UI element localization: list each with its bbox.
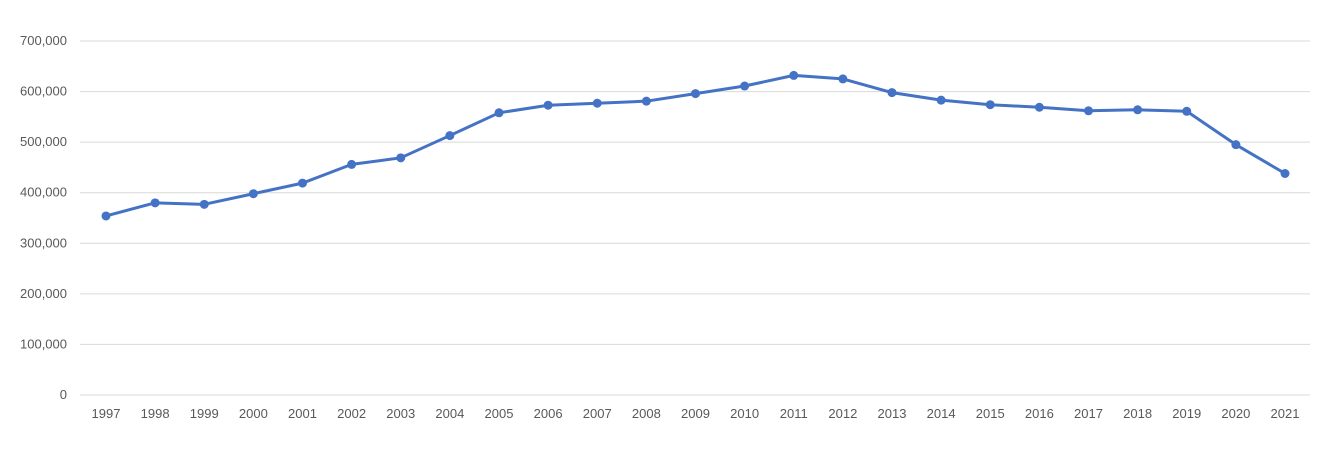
x-tick-label: 2000 [239, 406, 268, 421]
series-layer [101, 70, 1290, 221]
data-point [789, 70, 799, 80]
x-tick-label: 2014 [927, 406, 956, 421]
data-point [298, 178, 307, 188]
data-point [1084, 106, 1093, 116]
data-point [199, 199, 209, 209]
x-tick-label: 2015 [976, 406, 1005, 421]
data-point [396, 153, 406, 163]
data-point [248, 189, 258, 199]
data-point [543, 100, 553, 110]
data-point [1133, 105, 1143, 115]
x-tick-label: 2009 [681, 406, 710, 421]
y-tick-label: 400,000 [20, 185, 67, 200]
x-tick-label: 2008 [632, 406, 661, 421]
data-point [740, 81, 750, 91]
x-tick-label: 2020 [1221, 406, 1250, 421]
data-point [691, 89, 700, 99]
y-tick-label: 700,000 [20, 33, 67, 48]
x-tick-label: 2011 [780, 406, 808, 421]
y-axis-tick-labels: 0 100,000 200,000 300,000 400,000 500,000 600,… [20, 33, 67, 402]
y-tick-label: 100,000 [20, 336, 67, 351]
x-tick-label: 2017 [1074, 406, 1103, 421]
data-point [1034, 102, 1044, 112]
data-point [985, 100, 995, 110]
data-point [150, 198, 160, 208]
x-tick-label: 2021 [1271, 406, 1300, 421]
data-point [494, 108, 504, 118]
data-point [838, 74, 848, 84]
y-tick-label: 500,000 [20, 134, 67, 149]
data-point [641, 96, 651, 106]
x-tick-label: 2005 [485, 406, 514, 421]
x-tick-label: 2010 [730, 406, 759, 421]
grid-layer [80, 40, 1310, 396]
x-tick-label: 2012 [828, 406, 857, 421]
data-point [347, 159, 357, 169]
x-tick-label: 2019 [1172, 406, 1201, 421]
data-point [1280, 168, 1290, 178]
x-tick-label: 2004 [435, 406, 464, 421]
x-tick-label: 2002 [337, 406, 366, 421]
data-point [101, 211, 111, 221]
x-axis-tick-labels: 1997 1998 1999 2000 2001 2002 2003 2004 2005 2006… [92, 406, 1300, 421]
x-tick-label: 2013 [878, 406, 907, 421]
y-tick-label: 300,000 [20, 235, 67, 250]
data-point [936, 95, 946, 105]
x-tick-label: 2003 [386, 406, 415, 421]
x-tick-label: 1998 [141, 406, 170, 421]
y-tick-label: 600,000 [20, 84, 67, 99]
x-tick-label: 2018 [1123, 406, 1152, 421]
x-tick-label: 2016 [1025, 406, 1054, 421]
data-point [1231, 140, 1241, 150]
data-point [887, 88, 897, 98]
x-tick-label: 1997 [92, 406, 121, 421]
x-tick-label: 2006 [534, 406, 563, 421]
data-point [1182, 106, 1192, 116]
data-point [592, 98, 602, 108]
y-tick-label: 0 [60, 387, 67, 402]
data-point [445, 131, 455, 141]
x-tick-label: 1999 [190, 406, 219, 421]
y-tick-label: 200,000 [20, 286, 67, 301]
x-tick-label: 2007 [583, 406, 612, 421]
x-tick-label: 2001 [288, 406, 317, 421]
